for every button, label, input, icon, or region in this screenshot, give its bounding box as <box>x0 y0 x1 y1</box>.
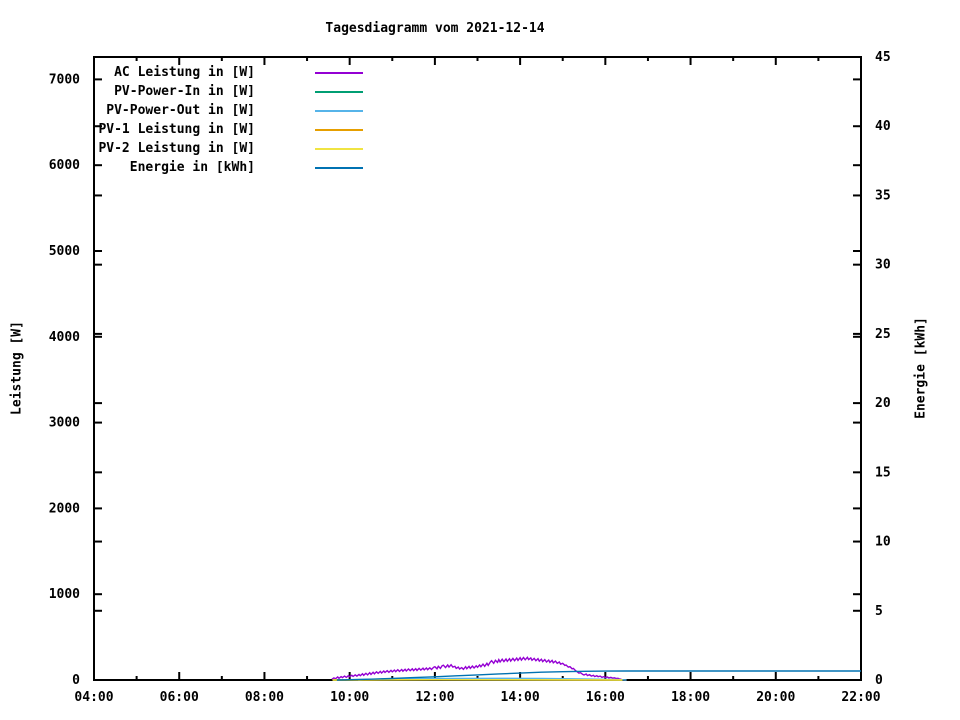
legend-label: PV-2 Leistung in [W] <box>98 141 255 156</box>
legend-label: AC Leistung in [W] <box>114 65 255 80</box>
legend-color-line <box>315 147 363 150</box>
legend-color-line <box>315 71 363 74</box>
y-right-tick-label: 10 <box>875 535 891 550</box>
legend-item-pv-power-out: PV-Power-Out in [W] <box>94 101 363 120</box>
legend-color-line <box>315 128 363 131</box>
y-right-tick-label: 45 <box>875 50 891 65</box>
y-axis-right-label: Energie [kWh] <box>913 317 929 419</box>
legend-item-pv2-leistung: PV-2 Leistung in [W] <box>94 139 363 158</box>
x-axis-tick-label: 10:00 <box>330 690 369 705</box>
x-axis-tick-label: 22:00 <box>841 690 880 705</box>
y-left-tick-label: 1000 <box>49 587 80 602</box>
y-axis-left-label: Leistung [W] <box>9 321 25 415</box>
legend-color-line <box>315 166 363 169</box>
y-left-tick-label: 6000 <box>49 158 80 173</box>
y-left-tick-label: 4000 <box>49 330 80 345</box>
y-right-tick-label: 5 <box>875 604 883 619</box>
y-right-tick-label: 15 <box>875 465 891 480</box>
x-axis-tick-label: 18:00 <box>671 690 710 705</box>
y-right-tick-label: 30 <box>875 258 891 273</box>
y-left-tick-label: 0 <box>72 673 80 688</box>
legend-label: PV-Power-In in [W] <box>114 84 255 99</box>
legend-label: Energie in [kWh] <box>129 160 255 175</box>
y-right-tick-label: 25 <box>875 327 891 342</box>
series-line-6 <box>336 670 861 681</box>
x-axis-tick-label: 20:00 <box>756 690 795 705</box>
series-line-1 <box>331 656 622 680</box>
legend-label: PV-Power-Out in [W] <box>106 103 255 118</box>
legend-item-energie: Energie in [kWh] <box>94 158 363 177</box>
x-axis-tick-label: 14:00 <box>501 690 540 705</box>
x-axis-tick-label: 08:00 <box>245 690 284 705</box>
y-left-tick-label: 7000 <box>49 72 80 87</box>
y-left-tick-label: 5000 <box>49 244 80 259</box>
y-right-tick-label: 35 <box>875 188 891 203</box>
legend-item-ac-leistung: AC Leistung in [W] <box>94 63 363 82</box>
y-right-tick-label: 0 <box>875 673 883 688</box>
x-axis-tick-label: 04:00 <box>74 690 113 705</box>
y-right-tick-label: 20 <box>875 396 891 411</box>
x-axis-tick-label: 16:00 <box>586 690 625 705</box>
y-left-tick-label: 2000 <box>49 501 80 516</box>
y-left-tick-label: 3000 <box>49 416 80 431</box>
legend-label: PV-1 Leistung in [W] <box>98 122 255 137</box>
legend-item-pv1-leistung: PV-1 Leistung in [W] <box>94 120 363 139</box>
y-right-tick-label: 40 <box>875 119 891 134</box>
legend-color-line <box>315 90 363 93</box>
legend-item-pv-power-in: PV-Power-In in [W] <box>94 82 363 101</box>
legend-color-line <box>315 109 363 112</box>
chart-title: Tagesdiagramm vom 2021-12-14 <box>325 21 545 36</box>
x-axis-tick-label: 12:00 <box>415 690 454 705</box>
x-axis-tick-label: 06:00 <box>160 690 199 705</box>
legend: AC Leistung in [W] PV-Power-In in [W] PV… <box>94 63 363 177</box>
